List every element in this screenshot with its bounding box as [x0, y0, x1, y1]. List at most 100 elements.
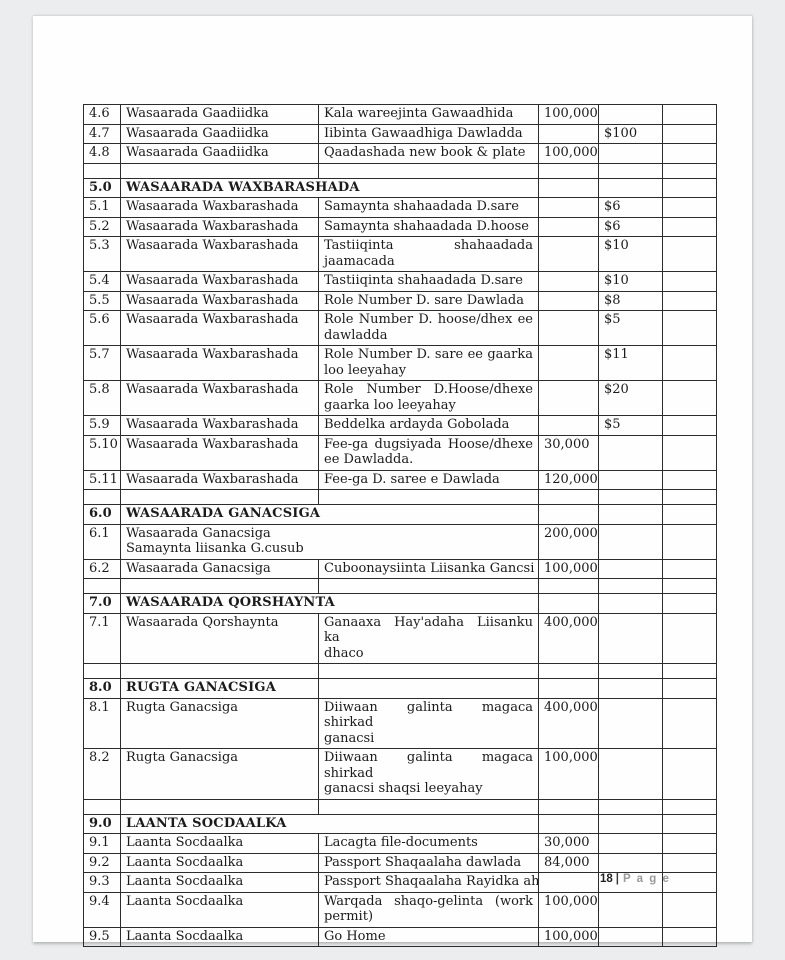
cell-row-number: 5.1: [83, 197, 121, 218]
cell-amount-usd: [598, 697, 663, 749]
cell-amount-usd: [598, 833, 663, 854]
cell-amount-shilling: [538, 162, 599, 179]
cell-amount-usd: [598, 177, 663, 198]
cell-ministry: Wasaarada Gaadiidka: [120, 104, 319, 125]
cell-amount-usd: [598, 162, 663, 179]
cell-amount-usd: $5: [598, 415, 663, 436]
cell-ministry: Rugta Ganacsiga: [120, 748, 319, 800]
cell-service: Passport Shaqaalaha dawlada: [318, 852, 539, 873]
service-line-justified: Role Number D. sare ee gaarka: [324, 347, 533, 362]
cell-service: Tastiiqinta shahaadada jaamacada: [318, 236, 539, 272]
cell-ministry: Wasaarada Waxbarashada: [120, 216, 319, 237]
cell-blank: [662, 504, 717, 525]
table-row: 5.8 Wasaarada Waxbarashada Role Number D.H…: [83, 380, 717, 416]
cell-ministry: Wasaarada Waxbarashada: [120, 310, 319, 346]
cell-row-number: 8.0: [83, 678, 121, 699]
cell-section-title: RUGTA GANACSIGA: [120, 678, 319, 699]
cell-service: Diiwaan galinta magaca shirkad ganacsi: [318, 697, 539, 749]
cell-row-number: 7.0: [83, 593, 121, 614]
cell-amount-usd: $5: [598, 310, 663, 346]
cell-row-number: 9.5: [83, 926, 121, 947]
cell-amount-shilling: 120,000: [538, 469, 599, 490]
cell-amount-usd: [598, 891, 663, 928]
cell-amount-usd: [598, 852, 663, 873]
cell-amount-shilling: 30,000: [538, 833, 599, 854]
cell-ministry: Laanta Socdaalka: [120, 872, 319, 893]
cell-row-number: 5.6: [83, 310, 121, 346]
cell-ministry: Wasaarada Waxbarashada: [120, 290, 319, 311]
cell-amount-shilling: 400,000: [538, 697, 599, 749]
cell-row-number: 4.7: [83, 123, 121, 144]
cell-amount-usd: [598, 489, 663, 505]
cell-amount-shilling: [538, 663, 599, 679]
cell-ministry: Laanta Socdaalka: [120, 852, 319, 873]
cell-amount-usd: $6: [598, 197, 663, 218]
cell-section-title: WASAARADA WAXBARASHADA: [120, 177, 539, 198]
cell-amount-shilling: 400,000: [538, 612, 599, 664]
cell-service: Go Home: [318, 926, 539, 947]
cell-service: Samaynta shahaadada D.hoose: [318, 216, 539, 237]
fee-table: 4.6 Wasaarada Gaadiidka Kala wareejinta Ga…: [83, 104, 717, 947]
cell-row-number: 5.0: [83, 177, 121, 198]
cell-service: [318, 798, 539, 815]
cell-ministry: Rugta Ganacsiga: [120, 697, 319, 749]
section-header-row: 5.0 WASAARADA WAXBARASHADA: [83, 177, 717, 198]
table-row: 5.11 Wasaarada Waxbarashada Fee-ga D. sare…: [83, 469, 717, 490]
cell-row-number: 9.3: [83, 872, 121, 893]
cell-service: Cuboonaysiinta Liisanka Gancsi: [318, 558, 539, 579]
cell-ministry: [120, 798, 319, 815]
cell-row-number: 4.8: [83, 143, 121, 164]
cell-amount-shilling: [538, 310, 599, 346]
cell-amount-usd: [598, 143, 663, 164]
cell-amount-shilling: [538, 593, 599, 614]
cell-amount-shilling: [538, 236, 599, 272]
page-footer: 18 | P a g e: [600, 873, 670, 885]
cell-row-number: 5.7: [83, 345, 121, 381]
cell-blank: [662, 593, 717, 614]
cell-amount-shilling: [538, 798, 599, 815]
cell-blank: [662, 310, 717, 346]
cell-row-number: 5.5: [83, 290, 121, 311]
cell-row-number: 5.4: [83, 271, 121, 292]
cell-amount-shilling: [538, 504, 599, 525]
cell-ministry: [120, 578, 319, 594]
cell-service: Fee-ga dugsiyada Hoose/dhexe ee Dawladda.: [318, 434, 539, 471]
spacer-row: [83, 663, 717, 679]
cell-amount-shilling: 100,000: [538, 748, 599, 800]
cell-amount-shilling: [538, 415, 599, 436]
cell-amount-usd: $100: [598, 123, 663, 144]
cell-service: Kala wareejinta Gawaadhida: [318, 104, 539, 125]
cell-section-title: WASAARADA GANACSIGA: [120, 504, 539, 525]
cell-blank: [662, 123, 717, 144]
table-row: 5.6 Wasaarada Waxbarashada Role Number D. …: [83, 310, 717, 346]
cell-row-number: 9.1: [83, 833, 121, 854]
service-line-justified: Ganaaxa Hay'adaha Liisanku ka: [324, 614, 533, 646]
cell-amount-usd: [598, 578, 663, 594]
cell-blank: [662, 380, 717, 416]
page-number: 18: [600, 873, 613, 885]
cell-amount-usd: $6: [598, 216, 663, 237]
cell-amount-usd: $20: [598, 380, 663, 416]
cell-amount-shilling: [538, 380, 599, 416]
cell-service: Role Number D. sare ee gaarka loo leeyaha…: [318, 345, 539, 381]
cell-blank: [662, 678, 717, 699]
cell-blank: [662, 216, 717, 237]
cell-service: Warqada shaqo-gelinta (work permit): [318, 891, 539, 928]
cell-row-number: 8.1: [83, 697, 121, 749]
cell-amount-usd: $11: [598, 345, 663, 381]
cell-service: Role Number D. hoose/dhex ee dawladda: [318, 310, 539, 346]
cell-blank: [662, 748, 717, 800]
cell-ministry: Wasaarada Waxbarashada: [120, 236, 319, 272]
cell-amount-shilling: 100,000: [538, 143, 599, 164]
cell-ministry: [120, 663, 319, 679]
spacer-row: [83, 578, 717, 594]
table-row: 7.1 Wasaarada Qorshaynta Ganaaxa Hay'adaha…: [83, 612, 717, 664]
cell-row-number: 6.1: [83, 523, 121, 560]
service-line-justified: Tastiiqinta shahaadada: [324, 238, 533, 253]
cell-blank: [662, 926, 717, 947]
cell-amount-shilling: 84,000: [538, 852, 599, 873]
cell-amount-usd: [598, 663, 663, 679]
cell-row-number: 5.2: [83, 216, 121, 237]
cell-row-number: 5.8: [83, 380, 121, 416]
